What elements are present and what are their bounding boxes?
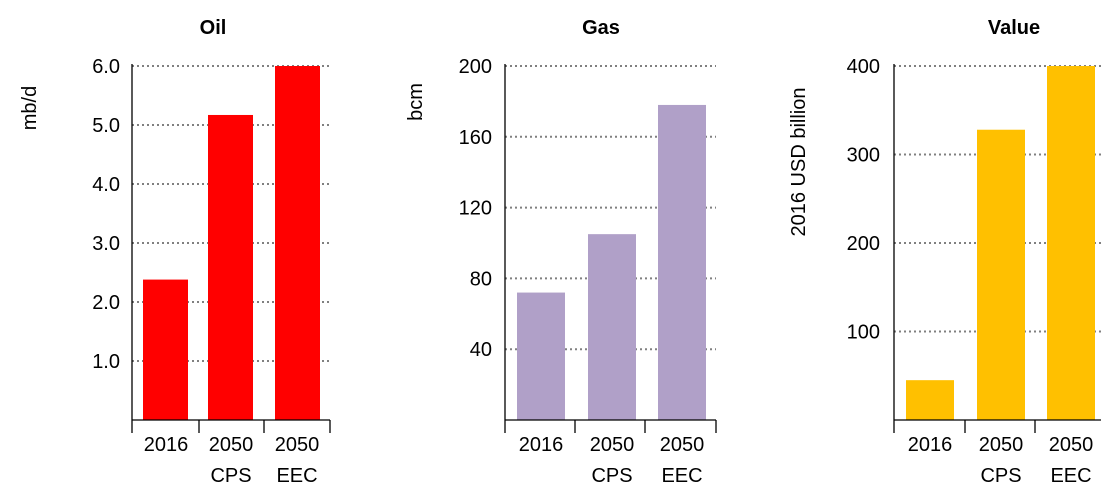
y-axis-label: 2016 USD billion [788,88,810,237]
y-tick-label: 40 [470,339,492,361]
x-tick-label: EEC [276,465,317,487]
x-tick-label: 2016 [908,434,953,456]
y-tick-label: 5.0 [92,115,120,137]
y-tick-label: 2.0 [92,292,120,314]
x-tick-label: 2050 [660,434,705,456]
bar-2 [208,114,253,420]
y-tick-label: 4.0 [92,174,120,196]
x-tick-label: CPS [980,465,1021,487]
y-tick-label: 400 [847,56,880,78]
x-tick-label: 2050 [979,434,1024,456]
bar-1 [517,292,565,420]
chart-panel-2: Gas 40 80 120 160 200 2016 2050 CPS 2050 EEC bcm [405,17,717,487]
chart-title: Oil [200,17,227,39]
x-tick-label: CPS [210,465,251,487]
bar-2 [588,234,636,420]
chart-panel-3: Value 100 200 300 400 2016 2050 CPS 2050 EEC 2016 … [788,17,1102,487]
bar-3 [1047,66,1095,420]
x-tick-label: 2016 [144,434,189,456]
y-tick-label: 160 [459,127,492,149]
y-tick-label: 3.0 [92,233,120,255]
y-tick-label: 200 [847,233,880,255]
bar-2 [977,129,1025,420]
y-tick-label: 100 [847,322,880,344]
bar-3 [658,104,706,420]
x-tick-label: 2050 [590,434,635,456]
y-tick-label: 6.0 [92,56,120,78]
y-axis-label: bcm [405,83,427,121]
bar-1 [143,279,188,420]
x-tick-label: 2050 [275,434,320,456]
chart-title: Gas [582,17,620,39]
x-tick-label: EEC [1050,465,1091,487]
y-tick-label: 120 [459,198,492,220]
bar-3 [275,66,320,420]
x-tick-label: 2050 [209,434,254,456]
y-tick-label: 1.0 [92,351,120,373]
y-tick-label: 200 [459,56,492,78]
bar-1 [906,380,954,420]
x-tick-label: 2050 [1049,434,1094,456]
y-tick-label: 300 [847,145,880,167]
x-tick-label: CPS [591,465,632,487]
chart-title: Value [988,17,1040,39]
x-tick-label: 2016 [519,434,564,456]
x-tick-label: EEC [661,465,702,487]
y-tick-label: 80 [470,268,492,290]
y-axis-label: mb/d [19,86,41,130]
chart-panel-1: Oil 1.0 2.0 3.0 4.0 5.0 6.0 2016 2050 CPS 2050 EEC m… [19,17,331,487]
